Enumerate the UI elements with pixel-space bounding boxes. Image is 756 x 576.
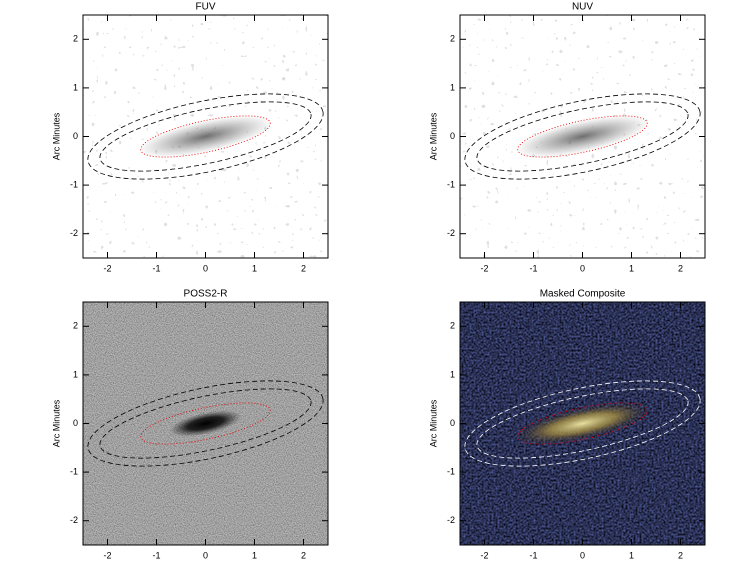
image (460, 302, 705, 545)
x-tick-label: -2 (103, 263, 111, 273)
x-tick-label: 1 (252, 550, 257, 560)
x-tick-label: 2 (301, 550, 306, 560)
y-tick-label: 2 (450, 321, 455, 331)
y-tick-label: 0 (450, 418, 455, 428)
x-tick-label: -1 (152, 263, 160, 273)
x-tick-label: 0 (580, 263, 585, 273)
y-tick-label: -2 (70, 228, 78, 238)
inner-ellipse (140, 402, 271, 445)
inner-ellipse (140, 115, 271, 158)
y-tick-label: -1 (70, 466, 78, 476)
aperture-ellipse (99, 101, 312, 172)
panel-title: NUV (572, 2, 593, 13)
y-tick-label: -2 (447, 228, 455, 238)
x-tick-label: 0 (203, 550, 208, 560)
galaxy (169, 410, 242, 437)
panel-title: Masked Composite (540, 289, 626, 300)
aperture-ellipse (87, 93, 324, 180)
y-tick-label: 2 (450, 34, 455, 44)
image (83, 15, 328, 258)
x-tick-label: -2 (103, 550, 111, 560)
panel-title: FUV (196, 2, 216, 13)
x-tick-label: 2 (678, 263, 683, 273)
x-tick-label: -1 (529, 550, 537, 560)
x-tick-label: 2 (301, 263, 306, 273)
y-tick-label: 2 (73, 34, 78, 44)
x-tick-label: 1 (252, 263, 257, 273)
panel: Masked Composite Arc Minutes -2 -1 0 1 2 -2 -1 0 1… (428, 289, 706, 560)
y-tick-label: 1 (73, 369, 78, 379)
y-tick-label: 0 (450, 131, 455, 141)
y-tick-label: 1 (450, 82, 455, 92)
y-axis-label: Arc Minutes (428, 112, 438, 160)
x-tick-label: 1 (629, 550, 634, 560)
y-tick-label: -2 (447, 515, 455, 525)
galaxy (515, 402, 650, 445)
image (460, 15, 705, 258)
image (83, 302, 328, 545)
y-tick-label: 0 (73, 418, 78, 428)
y-tick-label: 0 (73, 131, 78, 141)
x-tick-label: 2 (678, 550, 683, 560)
y-tick-label: -1 (447, 179, 455, 189)
panel: POSS2-R Arc Minutes -2 -1 0 1 2 -2 -1 0 1 2 (51, 289, 329, 560)
y-tick-label: 1 (450, 369, 455, 379)
y-axis-label: Arc Minutes (428, 399, 438, 447)
panel-title: POSS2-R (184, 289, 228, 300)
x-tick-label: -1 (529, 263, 537, 273)
aperture-ellipse (87, 380, 324, 467)
x-tick-label: 0 (203, 263, 208, 273)
x-tick-label: 0 (580, 550, 585, 560)
y-tick-label: -1 (70, 179, 78, 189)
aperture-ellipse (464, 93, 701, 180)
y-tick-label: 2 (73, 321, 78, 331)
aperture-ellipse (464, 380, 701, 467)
y-tick-label: 1 (73, 82, 78, 92)
y-tick-label: -2 (70, 515, 78, 525)
galaxy (138, 115, 273, 158)
x-tick-label: -2 (480, 263, 488, 273)
y-tick-label: -1 (447, 466, 455, 476)
y-axis-label: Arc Minutes (51, 112, 61, 160)
panel: NUV Arc Minutes -2 -1 0 1 2 -2 -1 0 1 2 (428, 2, 706, 273)
x-tick-label: 1 (629, 263, 634, 273)
galaxy (515, 115, 650, 158)
x-tick-label: -1 (152, 550, 160, 560)
panel: FUV Arc Minutes -2 -1 0 1 2 -2 -1 0 1 2 (51, 2, 329, 273)
aperture-ellipse (476, 101, 689, 172)
inner-ellipse (517, 402, 648, 445)
y-axis-label: Arc Minutes (51, 399, 61, 447)
x-tick-label: -2 (480, 550, 488, 560)
